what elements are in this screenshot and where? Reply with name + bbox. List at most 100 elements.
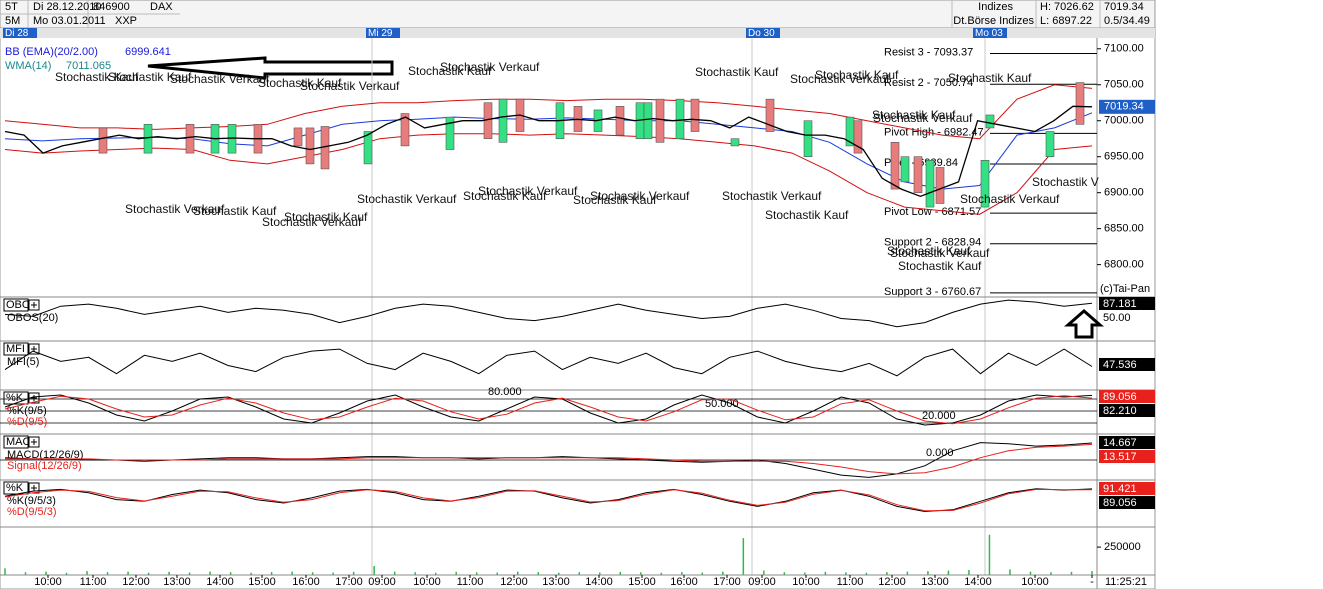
candle-body <box>765 98 775 132</box>
last-price-label: 7019.34 <box>1104 101 1144 113</box>
indicator-line <box>5 443 1093 475</box>
value-tag <box>1099 436 1155 449</box>
volume-bar <box>496 572 498 575</box>
volume-bar <box>845 572 847 575</box>
signal-label: Stochastik Verkauf <box>722 189 822 203</box>
period: 5T <box>5 1 18 13</box>
signal-label: Stochastik Verkauf <box>357 192 457 206</box>
volume-bar <box>1029 571 1032 575</box>
signal-label: Stochastik Verkauf <box>790 72 890 86</box>
volume-bar <box>147 572 150 575</box>
volume-bar <box>681 572 683 575</box>
candle-body <box>853 120 863 154</box>
volume-bar <box>763 570 765 575</box>
date-label: Do 30 <box>748 28 775 39</box>
value-tag <box>1099 450 1155 463</box>
series-label: %K(9/5/3) <box>7 495 56 507</box>
pivot-label: Pivot High - 6982.47 <box>884 126 984 138</box>
indicator-line <box>4 395 1093 425</box>
panel-toggle-plus[interactable] <box>31 395 37 401</box>
panel-name: MFI <box>6 343 25 355</box>
candle-body <box>690 98 700 132</box>
indicator-line <box>4 442 1093 478</box>
volume-bar <box>1070 571 1073 575</box>
value-label: 89.056 <box>1103 391 1137 403</box>
panel-name-box <box>3 435 29 449</box>
signal-label: Stochastik Verkauf <box>873 111 973 125</box>
candle-body <box>643 102 653 140</box>
market: Indizes <box>978 1 1013 13</box>
low: L: 6897.22 <box>1040 15 1092 27</box>
candle-body <box>615 106 625 136</box>
indicator-line <box>4 394 1093 426</box>
signal-label: Stochastik Kauf <box>408 64 492 78</box>
volume-bar <box>86 571 88 575</box>
candle-body <box>985 114 995 129</box>
panel-toggle-plus[interactable] <box>31 439 37 445</box>
volume-bar <box>311 572 314 575</box>
signal-label: Stochastik Verkauf <box>125 202 225 216</box>
date-to: Mo 03.01.2011 <box>33 15 106 27</box>
date-from: Di 28.12.2010 <box>33 1 102 13</box>
series-label: MACD(12/26/9) <box>7 449 83 461</box>
series-label: Signal(12/26/9) <box>7 460 82 472</box>
series-label: MFI(5) <box>7 356 39 368</box>
volume-bar <box>475 572 478 575</box>
volume-bar <box>65 572 68 575</box>
candle-body <box>1045 131 1055 158</box>
header-bar <box>0 0 1156 29</box>
volume-bar <box>988 534 991 575</box>
volume-bar <box>619 571 622 575</box>
date-tag <box>746 28 780 38</box>
volume-bar <box>414 572 416 575</box>
y-tick-label: 6900.00 <box>1104 187 1144 199</box>
candle-body <box>445 116 455 150</box>
pivot-label: Support 2 - 6828.94 <box>884 237 981 249</box>
x-tick-label: 09:00 <box>748 576 776 588</box>
pivot-label: Resist 2 - 7050.74 <box>884 77 973 89</box>
volume-bar <box>865 572 868 575</box>
signal-label: Stochastik Kauf <box>193 204 277 218</box>
candle-body <box>935 167 945 204</box>
x-tick-label: 16:00 <box>670 576 698 588</box>
volume-bar <box>188 572 191 575</box>
x-tick-label: 12:00 <box>500 576 528 588</box>
change: 0.5/34.49 <box>1104 15 1150 27</box>
signal-label: Stochastik Kauf <box>815 68 899 82</box>
volume-bar <box>4 568 6 575</box>
volume-bar <box>168 571 170 575</box>
legend-value: 7011.065 <box>66 60 111 72</box>
candle-body <box>483 102 493 140</box>
volume-bar <box>1091 571 1093 575</box>
panel-name-box <box>3 298 29 312</box>
volume-bar <box>291 571 293 575</box>
volume-bar <box>106 572 109 575</box>
candle-body <box>143 124 153 154</box>
legend-value: 6999.641 <box>125 46 171 58</box>
value-label: 89.056 <box>1103 497 1137 509</box>
code: XXP <box>115 15 137 27</box>
value-label: 47.536 <box>1103 359 1137 371</box>
volume-bar <box>722 571 724 575</box>
signal-label: Stochastik Verkauf <box>440 60 540 74</box>
volume-bar <box>516 571 519 575</box>
date-label: Mi 29 <box>368 28 393 39</box>
symbol: DAX <box>150 1 173 13</box>
volume-bar <box>660 572 663 575</box>
volume-bar <box>270 572 273 575</box>
panel-toggle-plus[interactable] <box>31 302 37 308</box>
volume-bar <box>455 571 457 575</box>
candle-body <box>890 142 900 190</box>
interval: 5M <box>5 15 20 27</box>
candle-body <box>675 98 685 140</box>
x-tick-label: 12:00 <box>878 576 906 588</box>
level-label: 80.000 <box>488 386 522 398</box>
x-tick-label: 11:00 <box>80 576 107 588</box>
candle-body <box>730 138 740 147</box>
value-tag <box>1099 404 1155 417</box>
x-tick-label: 11:00 <box>837 576 864 588</box>
panel-toggle-plus[interactable] <box>31 485 37 491</box>
up-arrow <box>1064 309 1104 339</box>
